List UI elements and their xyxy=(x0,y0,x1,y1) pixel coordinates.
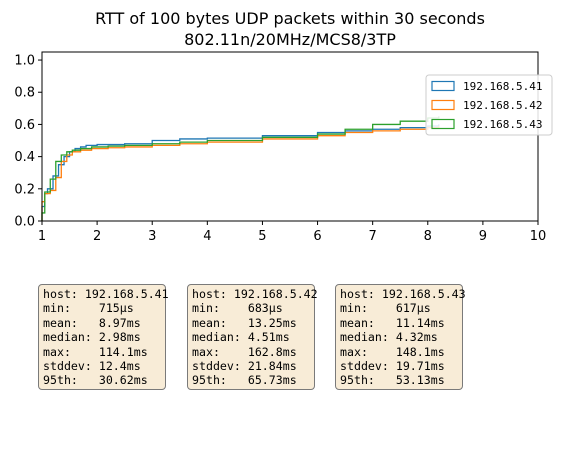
stats-box-host-2: host: 192.168.5.42 min: 683μs mean: 13.25m… xyxy=(187,284,318,390)
stat-line: mean: 8.97ms xyxy=(43,315,141,330)
x-tick-label: 10 xyxy=(530,229,547,244)
series-line-3 xyxy=(41,116,440,221)
axes-frame xyxy=(41,51,539,222)
stats-box-host-3: host: 192.168.5.43 min: 617μs mean: 11.14m… xyxy=(335,284,466,390)
chart-subtitle: 802.11n/20MHz/MCS8/3TP xyxy=(184,30,396,49)
x-tick-label: 7 xyxy=(369,229,377,244)
stat-line: host: 192.168.5.41 xyxy=(43,287,169,301)
stat-line: max: 148.1ms xyxy=(340,344,445,359)
legend-label: 192.168.5.41 xyxy=(463,80,542,93)
legend-swatch xyxy=(431,118,455,130)
stat-line: stddev: 21.84ms xyxy=(192,359,297,374)
legend-swatch xyxy=(431,99,455,111)
stat-line: mean: 13.25ms xyxy=(192,315,297,330)
x-tick-label: 9 xyxy=(479,229,487,244)
x-tick-label: 2 xyxy=(93,229,101,244)
x-tick-label: 6 xyxy=(313,229,321,244)
stat-line: min: 617μs xyxy=(340,301,431,316)
x-tick-label: 8 xyxy=(424,229,432,244)
stat-line: min: 715μs xyxy=(43,301,134,316)
stat-line: max: 114.1ms xyxy=(43,344,148,359)
stat-line: median: 4.32ms xyxy=(340,330,438,345)
y-axis: 0.0 0.2 0.4 0.6 0.8 1.0 xyxy=(14,54,42,230)
stat-line: median: 2.98ms xyxy=(43,330,141,345)
x-tick-label: 4 xyxy=(203,229,211,244)
stat-line: max: 162.8ms xyxy=(192,344,297,359)
chart-title: RTT of 100 bytes UDP packets within 30 s… xyxy=(95,9,485,28)
y-tick-label: 0.2 xyxy=(14,182,35,197)
stat-line: 95th: 53.13ms xyxy=(340,373,445,388)
stat-line: mean: 11.14ms xyxy=(340,315,445,330)
stat-line: host: 192.168.5.43 xyxy=(340,287,466,301)
legend-box xyxy=(425,74,553,136)
legend-swatch xyxy=(431,80,455,92)
legend-label: 192.168.5.43 xyxy=(463,118,542,131)
y-tick-label: 0.4 xyxy=(14,150,35,165)
y-tick-label: 0.0 xyxy=(14,215,35,230)
stat-line: min: 683μs xyxy=(192,301,283,316)
x-tick-label: 5 xyxy=(258,229,266,244)
stats-box-host-1: host: 192.168.5.41 min: 715μs mean: 8.97ms… xyxy=(38,284,169,390)
legend-label: 192.168.5.42 xyxy=(463,99,542,112)
legend: 192.168.5.41 192.168.5.42 192.168.5.43 xyxy=(425,74,553,136)
stat-line: host: 192.168.5.42 xyxy=(192,287,318,301)
y-tick-label: 0.8 xyxy=(14,86,35,101)
x-tick-label: 1 xyxy=(38,229,46,244)
x-axis: 1 2 3 4 5 6 7 8 9 10 xyxy=(38,221,546,244)
plot-area xyxy=(41,116,440,221)
series-line-1 xyxy=(41,124,440,221)
y-tick-label: 0.6 xyxy=(14,118,35,133)
stat-line: 95th: 30.62ms xyxy=(43,373,148,388)
x-tick-label: 3 xyxy=(148,229,156,244)
y-tick-label: 1.0 xyxy=(14,54,35,69)
stat-line: median: 4.51ms xyxy=(192,330,290,345)
stat-line: 95th: 65.73ms xyxy=(192,373,297,388)
stat-line: stddev: 19.71ms xyxy=(340,359,445,374)
stat-line: stddev: 12.4ms xyxy=(43,359,141,374)
